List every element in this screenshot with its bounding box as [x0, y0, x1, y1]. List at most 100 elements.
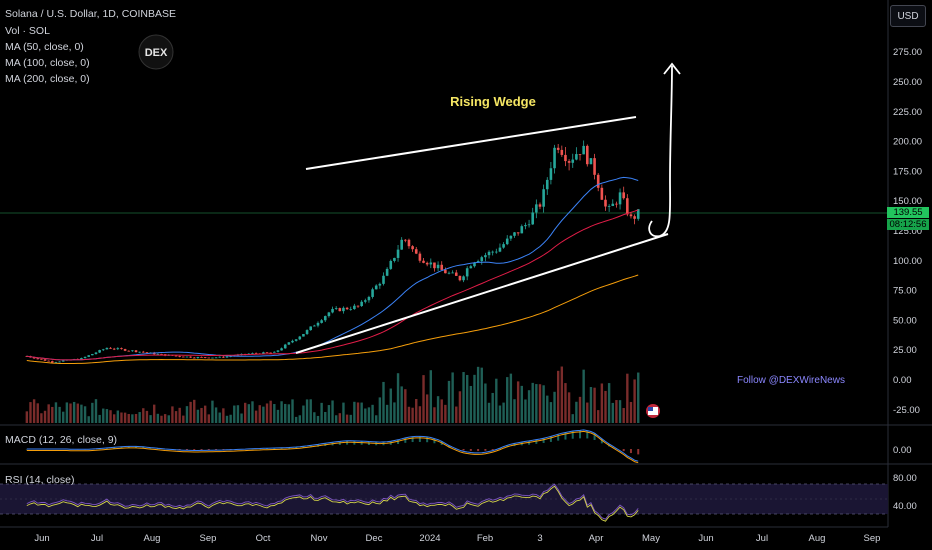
y-tick-label: 150.00 — [893, 196, 922, 207]
candle-body — [349, 309, 353, 310]
candle-body — [101, 349, 105, 351]
volume-bar — [167, 415, 170, 423]
volume-bar — [400, 386, 403, 423]
candle-body — [338, 308, 342, 312]
volume-bar — [211, 400, 214, 423]
volume-bar — [327, 405, 331, 423]
volume-bar — [225, 415, 229, 423]
volume-bar — [43, 410, 47, 423]
candle-body — [553, 147, 556, 169]
volume-bar — [149, 415, 152, 423]
volume-bar — [571, 414, 574, 423]
volume-bar — [334, 415, 338, 423]
volume-bar — [203, 405, 207, 423]
time-axis[interactable]: Jun Jul Aug Sep Oct Nov Dec 2024 Feb 3 Apr May Jun Ju… — [34, 533, 880, 544]
candle-body — [425, 262, 429, 265]
dex-logo: DEX — [138, 34, 174, 70]
candle-body — [207, 357, 211, 359]
volume-bar — [262, 406, 265, 423]
volume-bar — [40, 413, 43, 423]
candle-body — [480, 257, 484, 262]
volume-bar — [142, 408, 145, 423]
volume-bar — [393, 402, 396, 423]
volume-bar — [280, 401, 283, 423]
volume-bar — [633, 379, 636, 423]
candle-body — [211, 357, 214, 359]
volume-bar — [531, 382, 534, 423]
volume-bar — [611, 402, 614, 423]
ma-line — [26, 209, 639, 361]
candle-body — [185, 356, 189, 358]
x-tick-label: Nov — [311, 533, 328, 544]
macd-label[interactable]: MACD (12, 26, close, 9) — [5, 434, 118, 446]
x-tick-label: Feb — [477, 533, 493, 544]
volume-bars — [25, 366, 640, 423]
volume-bar — [218, 412, 221, 423]
candle-body — [265, 352, 269, 354]
macd-histogram-bar — [549, 436, 552, 442]
candle-body — [564, 154, 567, 162]
candle-body — [593, 158, 596, 175]
candle-body — [298, 336, 302, 340]
rsi-tick-label: 40.00 — [893, 501, 917, 512]
volume-bar — [171, 406, 174, 423]
indicator-ma100[interactable]: MA (100, close, 0) — [5, 57, 90, 69]
volume-bar — [589, 387, 593, 423]
candle-body — [607, 205, 611, 207]
candle-body — [633, 216, 636, 219]
x-tick-label: Oct — [256, 533, 271, 544]
candle-body — [214, 357, 218, 359]
rsi-label[interactable]: RSI (14, close) — [5, 474, 75, 486]
volume-bar — [112, 414, 116, 423]
y-tick-label: 275.00 — [893, 47, 922, 58]
candle-body — [378, 283, 382, 286]
candle-body — [131, 350, 134, 352]
candle-body — [345, 307, 349, 310]
candle-body — [560, 149, 564, 155]
candle-body — [520, 226, 524, 234]
volume-bar — [324, 411, 327, 423]
volume-bar — [236, 405, 240, 423]
x-tick-label: Sep — [864, 533, 881, 544]
candle-body — [429, 262, 433, 265]
candle-body — [141, 351, 145, 353]
volume-bar — [564, 383, 567, 423]
indicator-ma200[interactable]: MA (200, close, 0) — [5, 73, 90, 85]
x-tick-label: Dec — [366, 533, 383, 544]
currency-button[interactable]: USD — [890, 5, 926, 27]
candle-body — [433, 262, 436, 269]
volume-bar — [29, 402, 32, 423]
candle-body — [585, 145, 589, 165]
volume-bar — [98, 414, 101, 423]
volume-bar — [145, 410, 149, 423]
macd-tick-label: 0.00 — [893, 445, 912, 456]
macd-histogram-bar — [404, 437, 407, 443]
rsi-line — [26, 483, 639, 520]
volume-bar — [484, 383, 487, 423]
volume-bar — [182, 415, 185, 423]
volume-bar — [415, 399, 418, 423]
volume-bar — [546, 395, 549, 423]
volume-bar — [535, 384, 538, 423]
volume-bar — [76, 403, 79, 423]
indicator-ma50[interactable]: MA (50, close, 0) — [5, 41, 84, 53]
indicator-vol[interactable]: Vol · SOL — [5, 25, 50, 37]
y-tick-label: 125.00 — [893, 226, 922, 237]
candle-body — [283, 344, 287, 349]
volume-bar — [214, 407, 218, 423]
volume-bar — [567, 392, 571, 423]
macd-histogram-bar — [564, 432, 567, 440]
macd-histogram-bar — [120, 446, 123, 449]
volume-bar — [382, 381, 385, 423]
y-tick-label: 100.00 — [893, 256, 922, 267]
candle-body — [611, 203, 615, 206]
volume-bar — [582, 369, 585, 423]
candle-body — [254, 353, 258, 355]
volume-bar — [440, 399, 443, 423]
volume-bar — [163, 414, 167, 423]
y-tick-label: 75.00 — [893, 286, 917, 297]
candle-body — [374, 285, 378, 290]
price-axis[interactable]: 275.00 250.00 225.00 200.00 175.00 150.00 125.… — [893, 47, 922, 416]
candle-body — [251, 353, 254, 355]
